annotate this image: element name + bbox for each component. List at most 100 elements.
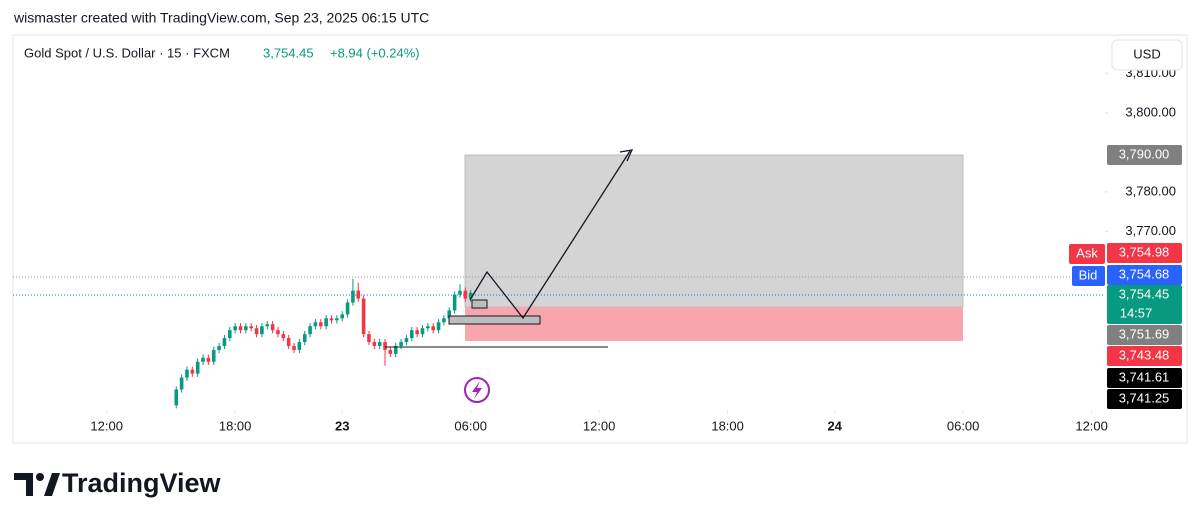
candle-body bbox=[195, 361, 200, 374]
candle-body bbox=[463, 290, 468, 299]
candle-body bbox=[227, 330, 232, 339]
candle-body bbox=[329, 318, 334, 321]
x-tick-label: 06:00 bbox=[947, 418, 980, 433]
candle-body bbox=[377, 342, 382, 346]
tag bbox=[1107, 265, 1182, 285]
candle-body bbox=[324, 318, 328, 327]
candle-body bbox=[409, 330, 414, 339]
y-tick-label: 3,800.00 bbox=[1125, 104, 1176, 119]
candle-body bbox=[222, 338, 227, 346]
price-tags: 3,790.00 Ask 3,754.98 Bid 3,754.68 3,754… bbox=[1069, 145, 1182, 409]
tag bbox=[1107, 346, 1182, 366]
candle-body bbox=[206, 357, 211, 362]
candle-body bbox=[254, 328, 259, 335]
candle-body bbox=[356, 290, 361, 299]
logo-mark bbox=[44, 473, 60, 496]
tag-text: Bid bbox=[1079, 267, 1098, 282]
candle-body bbox=[388, 349, 393, 354]
candle-body bbox=[211, 349, 216, 362]
candle-body bbox=[270, 324, 275, 331]
y-tick-label: 3,780.00 bbox=[1125, 183, 1176, 198]
candle-body bbox=[436, 322, 441, 331]
candle-body bbox=[238, 326, 243, 331]
x-tick-label: 23 bbox=[335, 418, 349, 433]
tag-text: 3,754.68 bbox=[1119, 266, 1170, 281]
candle-body bbox=[318, 322, 323, 327]
candle-body bbox=[431, 326, 436, 331]
candle-body bbox=[174, 389, 179, 406]
lightning bbox=[472, 381, 482, 399]
currency: USD bbox=[1133, 46, 1160, 61]
candle-body bbox=[302, 334, 307, 343]
arrow-head bbox=[619, 149, 634, 162]
candle-body bbox=[442, 318, 446, 323]
brand: TradingView bbox=[62, 468, 222, 498]
tag-text: 3,754.45 bbox=[1119, 286, 1170, 301]
tag bbox=[1107, 145, 1182, 165]
tag bbox=[1107, 389, 1182, 409]
candle-body bbox=[297, 342, 302, 350]
candle-body bbox=[265, 324, 270, 327]
target-zone bbox=[464, 154, 964, 308]
candle-body bbox=[404, 338, 409, 343]
candle-body bbox=[367, 334, 371, 343]
currency-button[interactable] bbox=[1111, 39, 1183, 71]
stop-zone bbox=[465, 307, 963, 341]
candle-body bbox=[233, 326, 237, 331]
candle-body bbox=[468, 292, 473, 299]
candle-body bbox=[249, 326, 254, 329]
tag-text: Ask bbox=[1076, 245, 1098, 260]
candle-body bbox=[393, 345, 398, 354]
logo-dot bbox=[36, 473, 44, 481]
plot bbox=[13, 154, 1105, 409]
candle-body bbox=[244, 326, 248, 331]
demand-box bbox=[448, 315, 541, 325]
candle-body bbox=[426, 326, 430, 329]
projection-path bbox=[469, 150, 631, 320]
candle-body bbox=[201, 357, 205, 362]
candle-body bbox=[292, 345, 296, 350]
candle-body bbox=[190, 369, 195, 374]
candle-body bbox=[372, 342, 377, 346]
y-tick-label: 3,770.00 bbox=[1125, 223, 1176, 238]
credit: wismaster created with TradingView.com, … bbox=[13, 10, 429, 26]
candle-body bbox=[340, 314, 345, 319]
candle-body bbox=[217, 345, 221, 350]
brand-logo: TradingView bbox=[14, 468, 222, 498]
candle-body bbox=[351, 290, 355, 303]
quote: 3,754.45 bbox=[263, 45, 314, 60]
candle-body bbox=[420, 328, 425, 335]
candle-body bbox=[185, 369, 189, 378]
candle-body bbox=[361, 298, 366, 335]
entry-box bbox=[471, 299, 488, 309]
change: +8.94 (+0.24%) bbox=[330, 45, 420, 60]
symbol-title: Gold Spot / U.S. Dollar · 15 · FXCM bbox=[24, 45, 230, 60]
tag-text: 3,741.61 bbox=[1119, 369, 1170, 384]
tag-text: 3,743.48 bbox=[1119, 347, 1170, 362]
candle-body bbox=[345, 302, 350, 315]
x-tick-label: 12:00 bbox=[1075, 418, 1108, 433]
tag bbox=[1069, 244, 1105, 264]
tag-text: 3,741.25 bbox=[1119, 390, 1170, 405]
candle-body bbox=[447, 310, 452, 319]
candle-body bbox=[179, 377, 184, 390]
candle-body bbox=[415, 330, 419, 335]
tag bbox=[1107, 285, 1182, 324]
candle-body bbox=[458, 290, 462, 295]
tag bbox=[1107, 325, 1182, 345]
x-tick-label: 24 bbox=[827, 418, 842, 433]
tag bbox=[1107, 243, 1182, 263]
tag-text: 14:57 bbox=[1120, 305, 1153, 320]
x-tick-label: 12:00 bbox=[90, 418, 123, 433]
candle-body bbox=[286, 338, 291, 346]
candle-body bbox=[260, 326, 264, 335]
candle-body bbox=[276, 330, 280, 335]
candle-body bbox=[313, 322, 318, 327]
candle-body bbox=[281, 334, 286, 339]
x-tick-label: 18:00 bbox=[219, 418, 252, 433]
candle-body bbox=[452, 294, 457, 311]
tag-text: 3,754.98 bbox=[1119, 244, 1170, 259]
candle-body bbox=[335, 318, 339, 321]
tag-text: 3,751.69 bbox=[1119, 326, 1170, 341]
